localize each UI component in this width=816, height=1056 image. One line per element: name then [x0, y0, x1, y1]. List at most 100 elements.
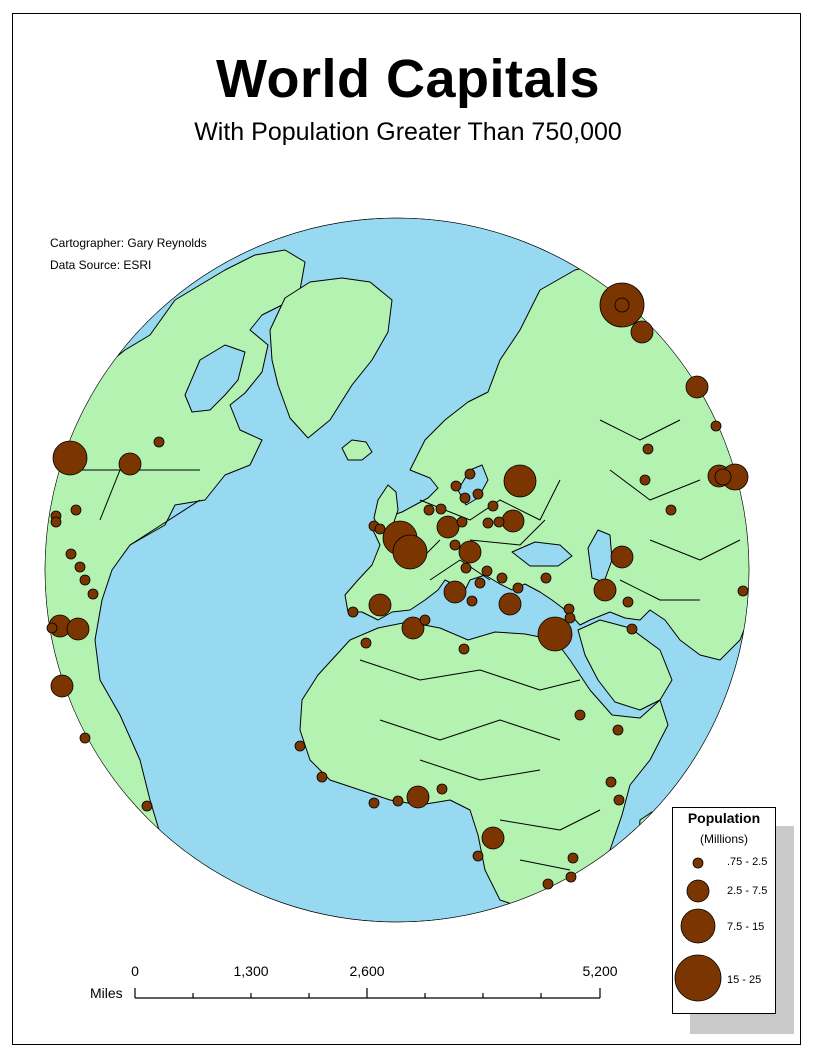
- capital-city-marker: [374, 523, 386, 535]
- capital-city-marker: [710, 420, 722, 432]
- capital-city-marker: [498, 592, 522, 616]
- capital-city-marker: [665, 504, 677, 516]
- map-title: World Capitals: [215, 49, 601, 109]
- capital-city-marker: [503, 464, 537, 498]
- capital-city-marker: [474, 577, 486, 589]
- scale-unit: Miles: [90, 985, 123, 1001]
- scale-label-0: 0: [131, 963, 139, 979]
- legend-symbol-medium: [686, 879, 710, 903]
- capital-city-marker: [450, 480, 462, 492]
- capital-city-marker: [79, 574, 91, 586]
- data-source-credit: Data Source: ESRI: [50, 258, 152, 272]
- capital-city-marker: [316, 771, 328, 783]
- capital-city-marker: [626, 623, 638, 635]
- capital-city-marker: [567, 852, 579, 864]
- capital-city-marker: [630, 320, 654, 344]
- capital-city-marker: [153, 436, 165, 448]
- capital-city-marker: [542, 878, 554, 890]
- capital-city-marker: [540, 572, 552, 584]
- legend-class-2: 2.5 - 7.5: [727, 885, 768, 897]
- capital-city-marker: [493, 516, 505, 528]
- capital-city-marker: [423, 504, 435, 516]
- capital-city-marker: [46, 622, 58, 634]
- capital-city-marker: [481, 826, 505, 850]
- capital-city-marker: [141, 800, 153, 812]
- iceland: [341, 439, 373, 461]
- capital-city-marker: [605, 776, 617, 788]
- capital-city-marker: [65, 548, 77, 560]
- capital-city-marker: [459, 492, 471, 504]
- capital-city-marker: [443, 580, 467, 604]
- capital-city-marker: [472, 488, 484, 500]
- capital-city-marker: [392, 534, 428, 570]
- capital-city-marker: [50, 516, 62, 528]
- capital-city-marker: [610, 545, 634, 569]
- capital-city-marker: [464, 468, 476, 480]
- capital-city-marker: [458, 643, 470, 655]
- capital-city-marker: [456, 516, 468, 528]
- capital-city-marker: [612, 724, 624, 736]
- capital-city-marker: [401, 616, 425, 640]
- capital-city-marker: [435, 503, 447, 515]
- capital-city-marker: [50, 674, 74, 698]
- legend-class-3: 7.5 - 15: [727, 921, 765, 933]
- capital-city-marker: [737, 585, 749, 597]
- scale-label-5200: 5,200: [582, 963, 618, 979]
- legend-symbol-small: [692, 857, 704, 869]
- capital-city-markers: [46, 282, 749, 890]
- capital-city-marker: [368, 593, 392, 617]
- capital-city-marker: [436, 515, 460, 539]
- arabian-peninsula: [577, 619, 673, 711]
- capital-city-marker: [368, 797, 380, 809]
- capital-city-marker: [458, 540, 482, 564]
- legend-symbol-xlarge: [674, 954, 722, 1002]
- legend-symbols: [674, 857, 722, 1002]
- capital-city-marker: [79, 732, 91, 744]
- capital-city-marker: [574, 709, 586, 721]
- capital-city-marker: [406, 785, 430, 809]
- capital-city-marker: [66, 617, 90, 641]
- scale-label-1300: 1,300: [233, 963, 269, 979]
- capital-city-marker: [565, 871, 577, 883]
- british-isles: [373, 484, 399, 533]
- map-subtitle: With Population Greater Than 750,000: [194, 118, 622, 146]
- capital-city-marker: [87, 588, 99, 600]
- capital-city-marker: [347, 606, 359, 618]
- capital-city-marker: [501, 509, 525, 533]
- capital-city-marker: [436, 783, 448, 795]
- legend-class-4: 15 - 25: [727, 974, 762, 986]
- capital-city-marker: [537, 616, 573, 652]
- capital-city-marker: [74, 561, 86, 573]
- scale-label-2600: 2,600: [349, 963, 385, 979]
- capital-city-marker: [642, 443, 654, 455]
- black-sea: [511, 541, 573, 567]
- legend-subtitle: (Millions): [700, 832, 748, 846]
- legend-class-1: .75 - 2.5: [727, 856, 768, 868]
- capital-city-marker: [482, 517, 494, 529]
- capital-city-marker: [70, 504, 82, 516]
- capital-city-marker: [564, 612, 576, 624]
- capital-city-marker: [460, 562, 472, 574]
- capital-city-marker: [622, 596, 634, 608]
- capital-city-marker: [481, 565, 493, 577]
- legend-title: Population: [687, 810, 761, 826]
- madagascar: [637, 811, 659, 861]
- capital-city-marker: [496, 572, 508, 584]
- capital-city-marker: [593, 578, 617, 602]
- capital-city-marker: [639, 474, 651, 486]
- map-frame: [12, 13, 801, 1045]
- capital-city-marker: [392, 795, 404, 807]
- capital-city-marker: [419, 614, 431, 626]
- capital-city-marker: [472, 850, 484, 862]
- capital-city-marker: [360, 637, 372, 649]
- capital-city-marker: [714, 468, 732, 486]
- scale-bar: [134, 988, 601, 999]
- capital-city-marker: [685, 375, 709, 399]
- capital-city-marker: [563, 603, 575, 615]
- capital-city-marker: [599, 282, 645, 328]
- greenland: [269, 277, 393, 439]
- capital-city-marker: [512, 582, 524, 594]
- cartographer-credit: Cartographer: Gary Reynolds: [50, 236, 207, 250]
- capital-city-marker: [52, 440, 88, 476]
